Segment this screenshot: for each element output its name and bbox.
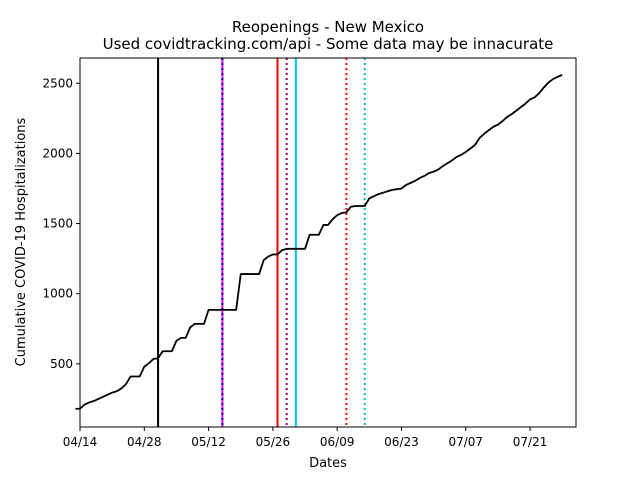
x-tick-label: 07/07 — [448, 435, 483, 449]
y-tick-label: 1500 — [42, 217, 73, 231]
plot-frame — [79, 57, 577, 428]
chart-title: Reopenings - New Mexico — [232, 18, 424, 36]
y-tick-label: 2000 — [42, 146, 73, 160]
x-tick-label: 06/09 — [320, 435, 355, 449]
y-tick-label: 500 — [50, 357, 73, 371]
x-tick-label: 07/21 — [513, 435, 548, 449]
y-tick-label: 2500 — [42, 76, 73, 90]
x-tick-label: 05/12 — [191, 435, 226, 449]
x-axis: 04/14 04/28 05/12 05/26 06/09 06/23 07/07 07/21 — [63, 427, 548, 449]
x-axis-label: Dates — [309, 456, 347, 471]
chart-subtitle: Used covidtracking.com/api - Some data m… — [103, 35, 554, 53]
x-tick-label: 05/26 — [256, 435, 291, 449]
y-axis-label: Cumulative COVID-19 Hospitalizations — [14, 117, 29, 366]
series-line-1 — [75, 74, 563, 410]
x-tick-label: 04/28 — [127, 435, 162, 449]
x-tick-label: 06/23 — [384, 435, 419, 449]
y-tick-label: 1000 — [42, 287, 73, 301]
x-tick-label: 04/14 — [63, 435, 98, 449]
y-axis: 500 1000 1500 2000 2500 — [42, 76, 80, 371]
plot-area — [75, 58, 563, 427]
